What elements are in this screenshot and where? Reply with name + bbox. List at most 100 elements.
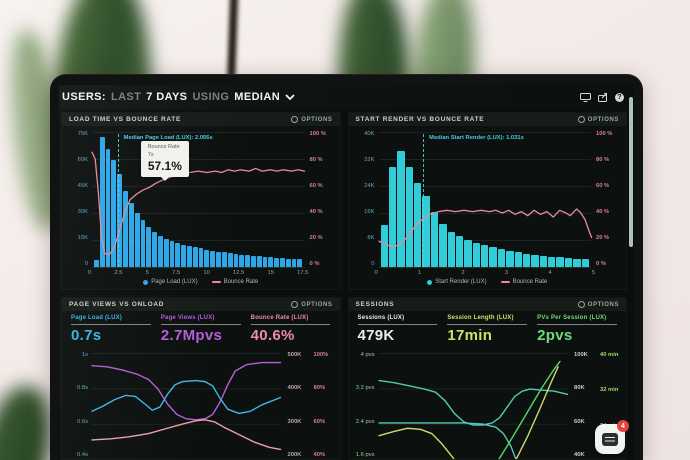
bar: [405, 167, 413, 267]
metric-value: 40.6%: [250, 327, 295, 344]
bar: [163, 239, 169, 267]
plot-area: [92, 353, 281, 459]
bar: [216, 251, 221, 267]
bar: [105, 149, 111, 267]
tick-label: 17.5: [297, 270, 309, 276]
legend-item[interactable]: Page Load (LUX): [143, 279, 198, 285]
bar: [117, 173, 123, 267]
tick-label: 3.2 pvs: [355, 385, 375, 392]
tick-label: 100 %: [596, 131, 613, 137]
tick-label: 15: [267, 270, 274, 276]
legend-item[interactable]: Bounce Rate: [500, 279, 548, 285]
display-icon[interactable]: [580, 92, 591, 102]
bar: [573, 258, 581, 267]
bar: [455, 236, 464, 267]
bar: [94, 260, 99, 267]
bar: [422, 196, 430, 267]
tick-label: 1: [417, 270, 422, 276]
tick-label: 0.4s: [77, 452, 88, 459]
chat-widget-button[interactable]: 4: [595, 420, 629, 454]
tick-label: 30K: [77, 209, 88, 216]
bar: [152, 232, 157, 267]
tick-label: 60%: [313, 418, 326, 425]
tick-label: 20 %: [596, 235, 610, 242]
date-range-dropdown[interactable]: USERS: LAST 7 DAYS USING MEDIAN: [62, 91, 295, 103]
tick-label: 80 %: [596, 157, 610, 164]
tick-label: 80 %: [309, 157, 323, 164]
panel-start-render: START RENDER VS BOUNCE RATE OPTIONS 40K 3…: [347, 112, 627, 290]
tick-label: 100%: [313, 352, 329, 358]
tick-label: 100 %: [309, 131, 326, 137]
tick-label: 40K: [574, 452, 585, 459]
tick-label: 500K: [287, 352, 302, 358]
y-axis-right-counts: 500K 400K 300K 200K: [281, 352, 310, 459]
panel-title: START RENDER VS BOUNCE RATE: [355, 116, 485, 123]
scrollbar[interactable]: [629, 97, 633, 247]
tick-label: 0: [374, 270, 378, 276]
help-icon[interactable]: ?: [615, 92, 624, 102]
bar: [99, 137, 105, 267]
bar: [539, 255, 547, 267]
tick-label: 60 %: [596, 183, 610, 190]
median-annotation: Median Start Render (LUX): 1.031s: [429, 135, 524, 141]
bar: [140, 220, 146, 267]
tick-label: 10: [203, 270, 210, 276]
share-icon[interactable]: [598, 92, 608, 102]
tick-label: 60K: [77, 157, 88, 164]
line-series: [379, 132, 592, 267]
legend-label: Start Render (LUX): [435, 279, 487, 285]
tooltip: Bounce Rate 7s 57.1%: [140, 141, 189, 182]
dashboard-screen: USERS: LAST 7 DAYS USING MEDIAN ?: [59, 85, 634, 460]
line-series: [379, 353, 568, 459]
title-using: USING: [192, 91, 230, 103]
tick-label: 0 %: [309, 261, 320, 268]
bar: [250, 255, 256, 267]
bar: [464, 239, 472, 267]
tick-label: 12.5: [232, 270, 245, 276]
tick-label: 4: [548, 270, 552, 276]
plot-area: Median Page Load (LUX): 2.056s Bounce Ra…: [92, 132, 305, 268]
tick-label: 45K: [77, 183, 88, 190]
metric-value: 2.7Mpvs: [160, 327, 223, 344]
tick-label: 32K: [364, 157, 375, 164]
line-series: [92, 132, 305, 267]
legend-item[interactable]: Bounce Rate: [211, 279, 258, 285]
tick-label: 300K: [287, 418, 302, 425]
tick-label: 200K: [287, 452, 302, 459]
bar: [256, 256, 262, 267]
bar: [581, 259, 589, 267]
tick-label: 20 %: [309, 235, 323, 242]
bar: [397, 151, 405, 267]
legend: Start Render (LUX) Bounce Rate: [349, 276, 627, 289]
tick-label: 100K: [574, 352, 588, 358]
options-label: OPTIONS: [301, 116, 333, 123]
bar: [262, 256, 268, 267]
title-last: LAST: [110, 91, 142, 103]
y-axis-right-percent: 100% 80% 60% 40%: [310, 352, 336, 459]
plot-area: Median Start Render (LUX): 1.031s: [379, 132, 592, 268]
metric-value: 479K: [357, 327, 395, 344]
tick-label: 40 %: [309, 209, 323, 216]
bar: [548, 256, 556, 267]
median-marker-line: [117, 134, 119, 267]
tick-label: 24K: [364, 183, 375, 190]
tick-label: 0 %: [596, 261, 606, 268]
tick-label: 40%: [313, 452, 326, 459]
metric-row: Page Load (LUX) 0.7s Page Views (LUX) 2.…: [62, 311, 340, 347]
bar: [268, 257, 274, 267]
metric-value: 17min: [447, 327, 493, 344]
dashboard-header: USERS: LAST 7 DAYS USING MEDIAN ?: [59, 85, 634, 109]
legend-dot-icon: [427, 279, 433, 285]
options-button[interactable]: OPTIONS: [291, 301, 332, 308]
bar: [506, 250, 514, 267]
options-button[interactable]: OPTIONS: [291, 116, 332, 123]
bar: [291, 258, 297, 267]
options-button[interactable]: OPTIONS: [577, 301, 619, 308]
legend-label: Bounce Rate: [512, 279, 548, 285]
metric-label: Page Views (LUX): [160, 315, 241, 325]
legend-item[interactable]: Start Render (LUX): [427, 279, 487, 285]
options-button[interactable]: OPTIONS: [577, 116, 619, 123]
legend-line-icon: [500, 281, 510, 283]
y-axis-left: 75K 60K 45K 30K 15K 0: [68, 131, 92, 268]
